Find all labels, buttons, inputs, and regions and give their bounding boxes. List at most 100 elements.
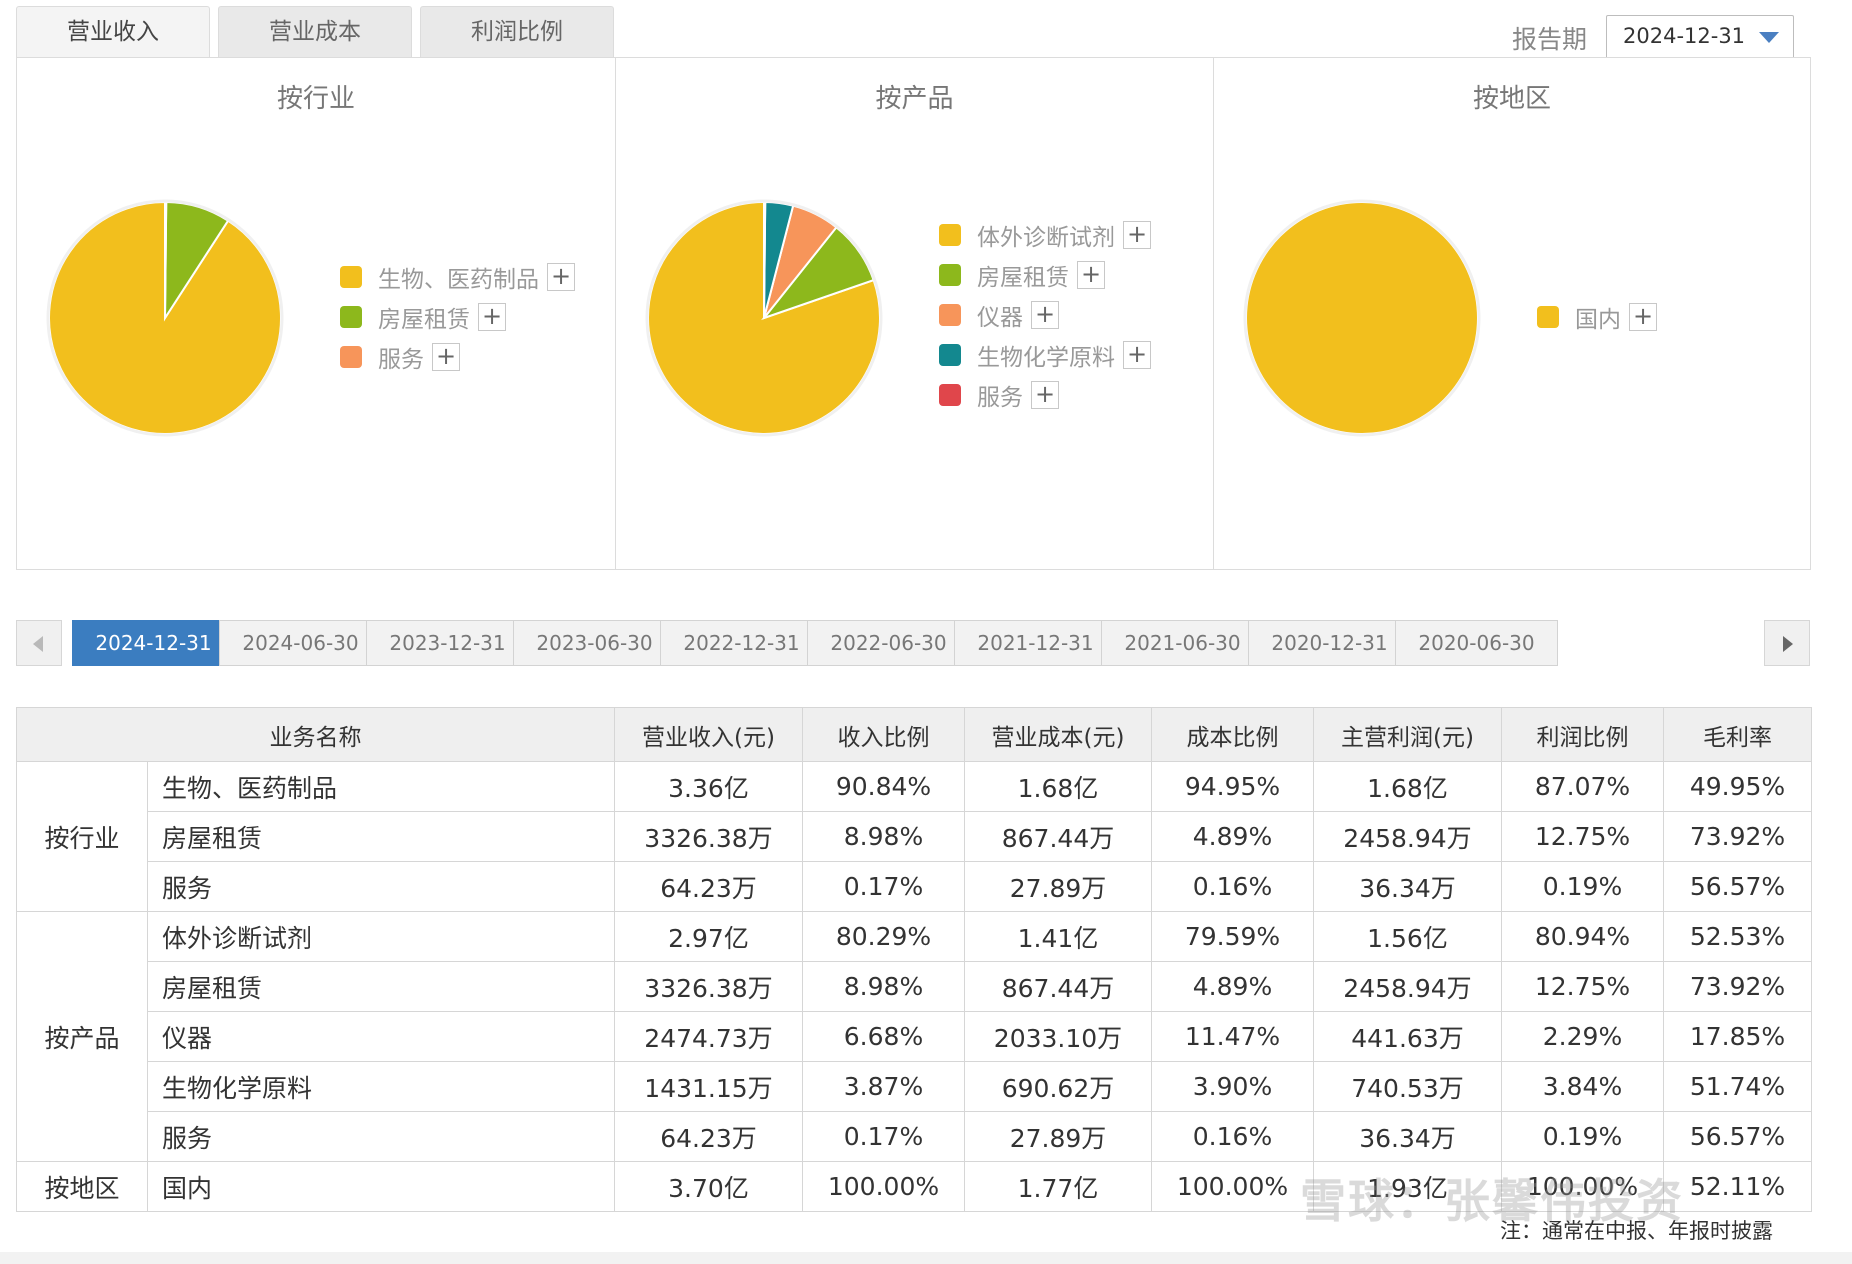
header-profit-ratio: 利润比例 bbox=[1501, 707, 1664, 762]
legend-label: 国内 bbox=[1575, 307, 1621, 333]
legend-label: 仪器 bbox=[977, 305, 1023, 331]
date-button[interactable]: 2022-12-31 bbox=[660, 620, 823, 666]
table-cell: 3.90% bbox=[1151, 1061, 1314, 1112]
legend-swatch bbox=[340, 306, 362, 328]
legend-item[interactable]: 服务 + bbox=[939, 375, 1151, 415]
table-cell: 51.74% bbox=[1663, 1061, 1812, 1112]
table-cell: 73.92% bbox=[1663, 961, 1812, 1012]
table-cell: 56.57% bbox=[1663, 1111, 1812, 1162]
business-name-cell: 体外诊断试剂 bbox=[147, 911, 615, 962]
chevron-left-icon bbox=[33, 636, 43, 652]
table-cell: 3.84% bbox=[1501, 1061, 1664, 1112]
table-row: 服务 64.23万 0.17% 27.89万 0.16% 36.34万 0.19% 56.57… bbox=[17, 1111, 1812, 1162]
table-row: 房屋租赁 3326.38万 8.98% 867.44万 4.89% 2458.94万 12.… bbox=[17, 811, 1812, 862]
table-cell: 79.59% bbox=[1151, 911, 1314, 962]
table-cell: 1.68亿 bbox=[964, 761, 1152, 812]
legend-swatch bbox=[939, 264, 961, 286]
legend-industry: 生物、医药制品 + 房屋租赁 + 服务 + bbox=[340, 257, 575, 377]
table-cell: 1.41亿 bbox=[964, 911, 1152, 962]
period-label: 报告期 bbox=[1512, 25, 1588, 54]
plus-icon[interactable]: + bbox=[478, 303, 506, 331]
table-cell: 8.98% bbox=[802, 961, 965, 1012]
table-cell: 1.56亿 bbox=[1313, 911, 1502, 962]
date-button[interactable]: 2023-06-30 bbox=[513, 620, 676, 666]
date-button[interactable]: 2021-06-30 bbox=[1101, 620, 1264, 666]
legend-item[interactable]: 服务 + bbox=[340, 337, 575, 377]
table-cell: 1.77亿 bbox=[964, 1161, 1152, 1212]
group-cell: 按地区 bbox=[16, 1161, 148, 1212]
business-name-cell: 房屋租赁 bbox=[147, 811, 615, 862]
next-arrow-button[interactable] bbox=[1764, 620, 1810, 666]
table-cell: 1.68亿 bbox=[1313, 761, 1502, 812]
period-select[interactable]: 2024-12-31 bbox=[1606, 15, 1794, 59]
date-button[interactable]: 2024-12-31 bbox=[72, 620, 235, 666]
chevron-down-icon bbox=[1759, 32, 1779, 43]
plus-icon[interactable]: + bbox=[1031, 381, 1059, 409]
table-cell: 2.29% bbox=[1501, 1011, 1664, 1062]
legend-item[interactable]: 房屋租赁 + bbox=[939, 255, 1151, 295]
table-cell: 2.97亿 bbox=[614, 911, 803, 962]
pie-slice[interactable] bbox=[1245, 201, 1479, 435]
table-cell: 12.75% bbox=[1501, 961, 1664, 1012]
pie-chart-region bbox=[1243, 199, 1481, 437]
pie-chart-industry bbox=[46, 199, 284, 437]
legend-item[interactable]: 房屋租赁 + bbox=[340, 297, 575, 337]
header-revenue: 营业收入(元) bbox=[614, 707, 803, 762]
date-button[interactable]: 2023-12-31 bbox=[366, 620, 529, 666]
pie-slice[interactable] bbox=[164, 200, 168, 319]
legend-swatch bbox=[939, 304, 961, 326]
plus-icon[interactable]: + bbox=[432, 343, 460, 371]
table-cell: 80.94% bbox=[1501, 911, 1664, 962]
table-cell: 11.47% bbox=[1151, 1011, 1314, 1062]
legend-item[interactable]: 仪器 + bbox=[939, 295, 1151, 335]
tab-profit-ratio[interactable]: 利润比例 bbox=[420, 6, 614, 57]
date-button[interactable]: 2022-06-30 bbox=[807, 620, 970, 666]
date-button[interactable]: 2024-06-30 bbox=[219, 620, 382, 666]
table-cell: 27.89万 bbox=[964, 861, 1152, 912]
date-button[interactable]: 2020-06-30 bbox=[1395, 620, 1558, 666]
prev-arrow-button[interactable] bbox=[16, 620, 62, 666]
date-button[interactable]: 2020-12-31 bbox=[1248, 620, 1411, 666]
legend-item[interactable]: 国内 + bbox=[1537, 297, 1657, 337]
header-business-name: 业务名称 bbox=[16, 707, 615, 762]
business-name-cell: 生物、医药制品 bbox=[147, 761, 615, 812]
table-cell: 0.17% bbox=[802, 861, 965, 912]
plus-icon[interactable]: + bbox=[1629, 303, 1657, 331]
date-strip: 2024-12-31 2024-06-30 2023-12-31 2023-06-30… bbox=[16, 620, 1811, 668]
legend-swatch bbox=[340, 266, 362, 288]
date-button[interactable]: 2021-12-31 bbox=[954, 620, 1117, 666]
legend-item[interactable]: 生物、医药制品 + bbox=[340, 257, 575, 297]
table-cell: 52.11% bbox=[1663, 1161, 1812, 1212]
plus-icon[interactable]: + bbox=[547, 263, 575, 291]
table-cell: 100.00% bbox=[802, 1161, 965, 1212]
legend-item[interactable]: 生物化学原料 + bbox=[939, 335, 1151, 375]
legend-label: 体外诊断试剂 bbox=[977, 225, 1115, 251]
legend-label: 房屋租赁 bbox=[977, 265, 1069, 291]
table-cell: 740.53万 bbox=[1313, 1061, 1502, 1112]
tab-cost[interactable]: 营业成本 bbox=[218, 6, 412, 57]
tab-revenue[interactable]: 营业收入 bbox=[16, 6, 210, 57]
table-cell: 64.23万 bbox=[614, 1111, 803, 1162]
plus-icon[interactable]: + bbox=[1077, 261, 1105, 289]
table-cell: 867.44万 bbox=[964, 811, 1152, 862]
table-cell: 2458.94万 bbox=[1313, 811, 1502, 862]
table-cell: 64.23万 bbox=[614, 861, 803, 912]
table-cell: 90.84% bbox=[802, 761, 965, 812]
table-cell: 4.89% bbox=[1151, 811, 1314, 862]
table-cell: 12.75% bbox=[1501, 811, 1664, 862]
group-cell: 按行业 bbox=[16, 761, 148, 912]
legend-region: 国内 + bbox=[1537, 297, 1657, 337]
plus-icon[interactable]: + bbox=[1031, 301, 1059, 329]
legend-item[interactable]: 体外诊断试剂 + bbox=[939, 215, 1151, 255]
header-cost-ratio: 成本比例 bbox=[1151, 707, 1314, 762]
plus-icon[interactable]: + bbox=[1123, 341, 1151, 369]
legend-label: 生物、医药制品 bbox=[378, 267, 539, 293]
pie-slice[interactable] bbox=[763, 200, 767, 319]
table-cell: 27.89万 bbox=[964, 1111, 1152, 1162]
legend-swatch bbox=[340, 346, 362, 368]
chart-panel: 按行业 生物、医药制品 + 房屋租赁 + 服务 + 按产品 体外诊断试剂 + 房屋租赁 + 仪器 +… bbox=[16, 57, 1811, 570]
plus-icon[interactable]: + bbox=[1123, 221, 1151, 249]
table-row: 服务 64.23万 0.17% 27.89万 0.16% 36.34万 0.19% 56.57… bbox=[17, 861, 1812, 912]
pie-shadow bbox=[1243, 199, 1481, 437]
table-cell: 0.16% bbox=[1151, 1111, 1314, 1162]
